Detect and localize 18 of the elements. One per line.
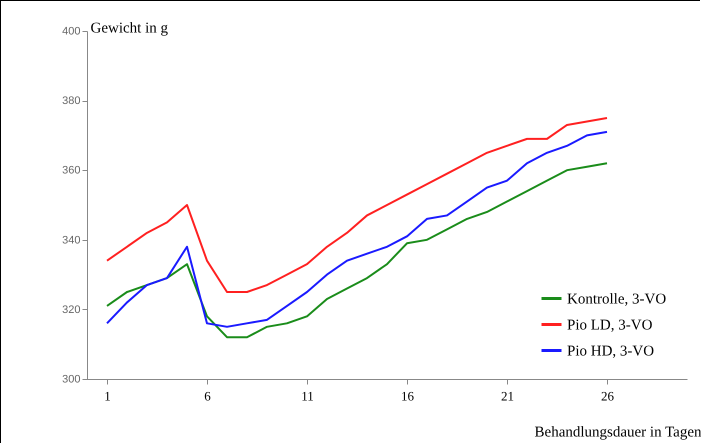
y-tick-label: 400 — [62, 26, 80, 38]
legend-label: Pio HD, 3-VO — [567, 344, 654, 360]
y-axis-title: Gewicht in g — [90, 20, 168, 36]
line-series — [106, 117, 608, 293]
y-tick-label: 360 — [62, 164, 80, 177]
x-tick-label: 26 — [601, 388, 614, 404]
x-tick-label: 6 — [204, 388, 212, 404]
y-tick-label: 300 — [62, 374, 80, 386]
y-tick-label: 380 — [62, 95, 80, 108]
legend-label: Pio LD, 3-VO — [567, 318, 653, 334]
legend-label: Kontrolle, 3-VO — [567, 292, 666, 308]
y-tick-label: 340 — [62, 234, 80, 246]
x-tick-label: 1 — [104, 388, 111, 404]
x-axis-title: Behandlungsdauer in Tagen — [534, 424, 702, 440]
x-tick-label: 11 — [301, 388, 314, 404]
x-tick-label: 16 — [401, 388, 414, 404]
x-tick-label: 21 — [501, 388, 514, 404]
y-tick-label: 320 — [62, 304, 80, 316]
